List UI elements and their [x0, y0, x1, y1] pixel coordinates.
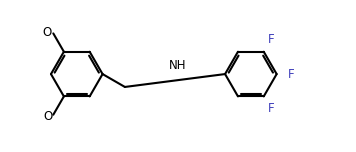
Text: O: O [42, 26, 51, 39]
Text: F: F [267, 102, 274, 115]
Text: F: F [267, 33, 274, 46]
Text: NH: NH [169, 59, 186, 72]
Text: F: F [288, 68, 294, 81]
Text: O: O [43, 110, 53, 123]
